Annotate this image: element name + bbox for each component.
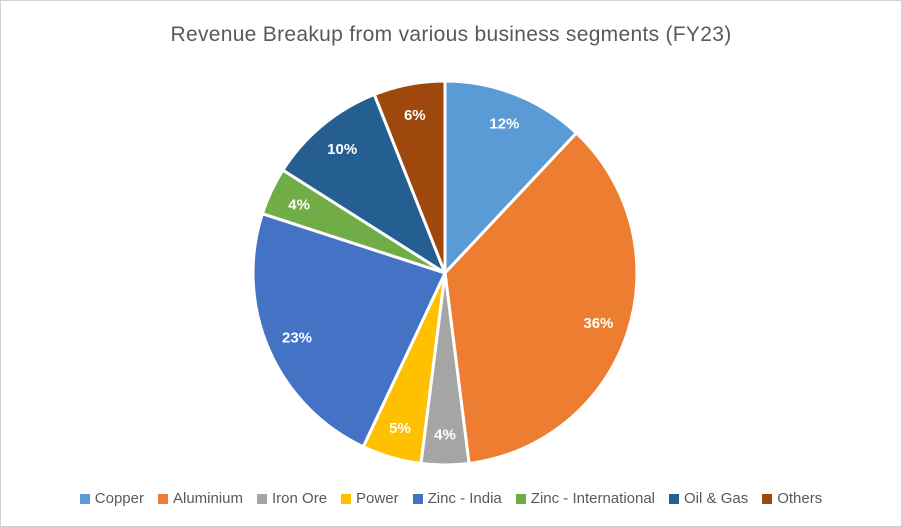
- legend-item-oil-gas: Oil & Gas: [669, 490, 748, 507]
- data-label-aluminium: 36%: [583, 315, 613, 332]
- legend-label: Copper: [94, 490, 144, 507]
- legend-label: Oil & Gas: [684, 490, 749, 507]
- legend-marker-icon: [762, 493, 773, 504]
- legend-label: Power: [356, 490, 399, 507]
- pie-slice-copper: [443, 79, 578, 275]
- legend-item-aluminium: Aluminium: [157, 490, 244, 507]
- legend-item-copper: Copper: [79, 490, 144, 507]
- legend-marker-icon: [257, 493, 268, 504]
- legend-item-iron-ore: Iron Ore: [257, 490, 327, 507]
- legend-label: Zinc - International: [530, 490, 656, 507]
- legend-marker-icon: [515, 493, 526, 504]
- legend-label: Iron Ore: [272, 490, 328, 507]
- legend-label: Others: [777, 490, 823, 507]
- chart-title: Revenue Breakup from various business se…: [170, 23, 732, 46]
- data-label-iron-ore: 4%: [434, 427, 456, 444]
- data-label-others: 6%: [404, 107, 426, 124]
- pie-slice-oil-gas: [281, 92, 447, 275]
- data-label-copper: 12%: [489, 115, 519, 132]
- legend-label: Aluminium: [172, 490, 244, 507]
- pie-slice-zinc-india: [251, 212, 447, 449]
- legend-marker-icon: [157, 493, 168, 504]
- pie-slice-others: [372, 79, 447, 275]
- legend-item-power: Power: [341, 490, 399, 507]
- legend-item-others: Others: [762, 490, 822, 507]
- pie-slice-aluminium: [443, 131, 639, 465]
- legend-marker-icon: [669, 493, 680, 504]
- legend-item-zinc-international: Zinc - International: [515, 490, 656, 507]
- legend-marker-icon: [341, 493, 352, 504]
- data-label-zinc-india: 23%: [282, 329, 312, 346]
- data-label-power: 5%: [389, 420, 411, 437]
- legend-label: Zinc - India: [427, 490, 502, 507]
- data-label-oil-gas: 10%: [327, 141, 357, 158]
- legend-marker-icon: [412, 493, 423, 504]
- legend-marker-icon: [79, 493, 90, 504]
- data-label-zinc-international: 4%: [288, 197, 310, 214]
- legend-item-zinc-india: Zinc - India: [412, 490, 502, 507]
- legend: Copper Aluminium Iron Ore Power Zinc - India…: [1, 490, 901, 507]
